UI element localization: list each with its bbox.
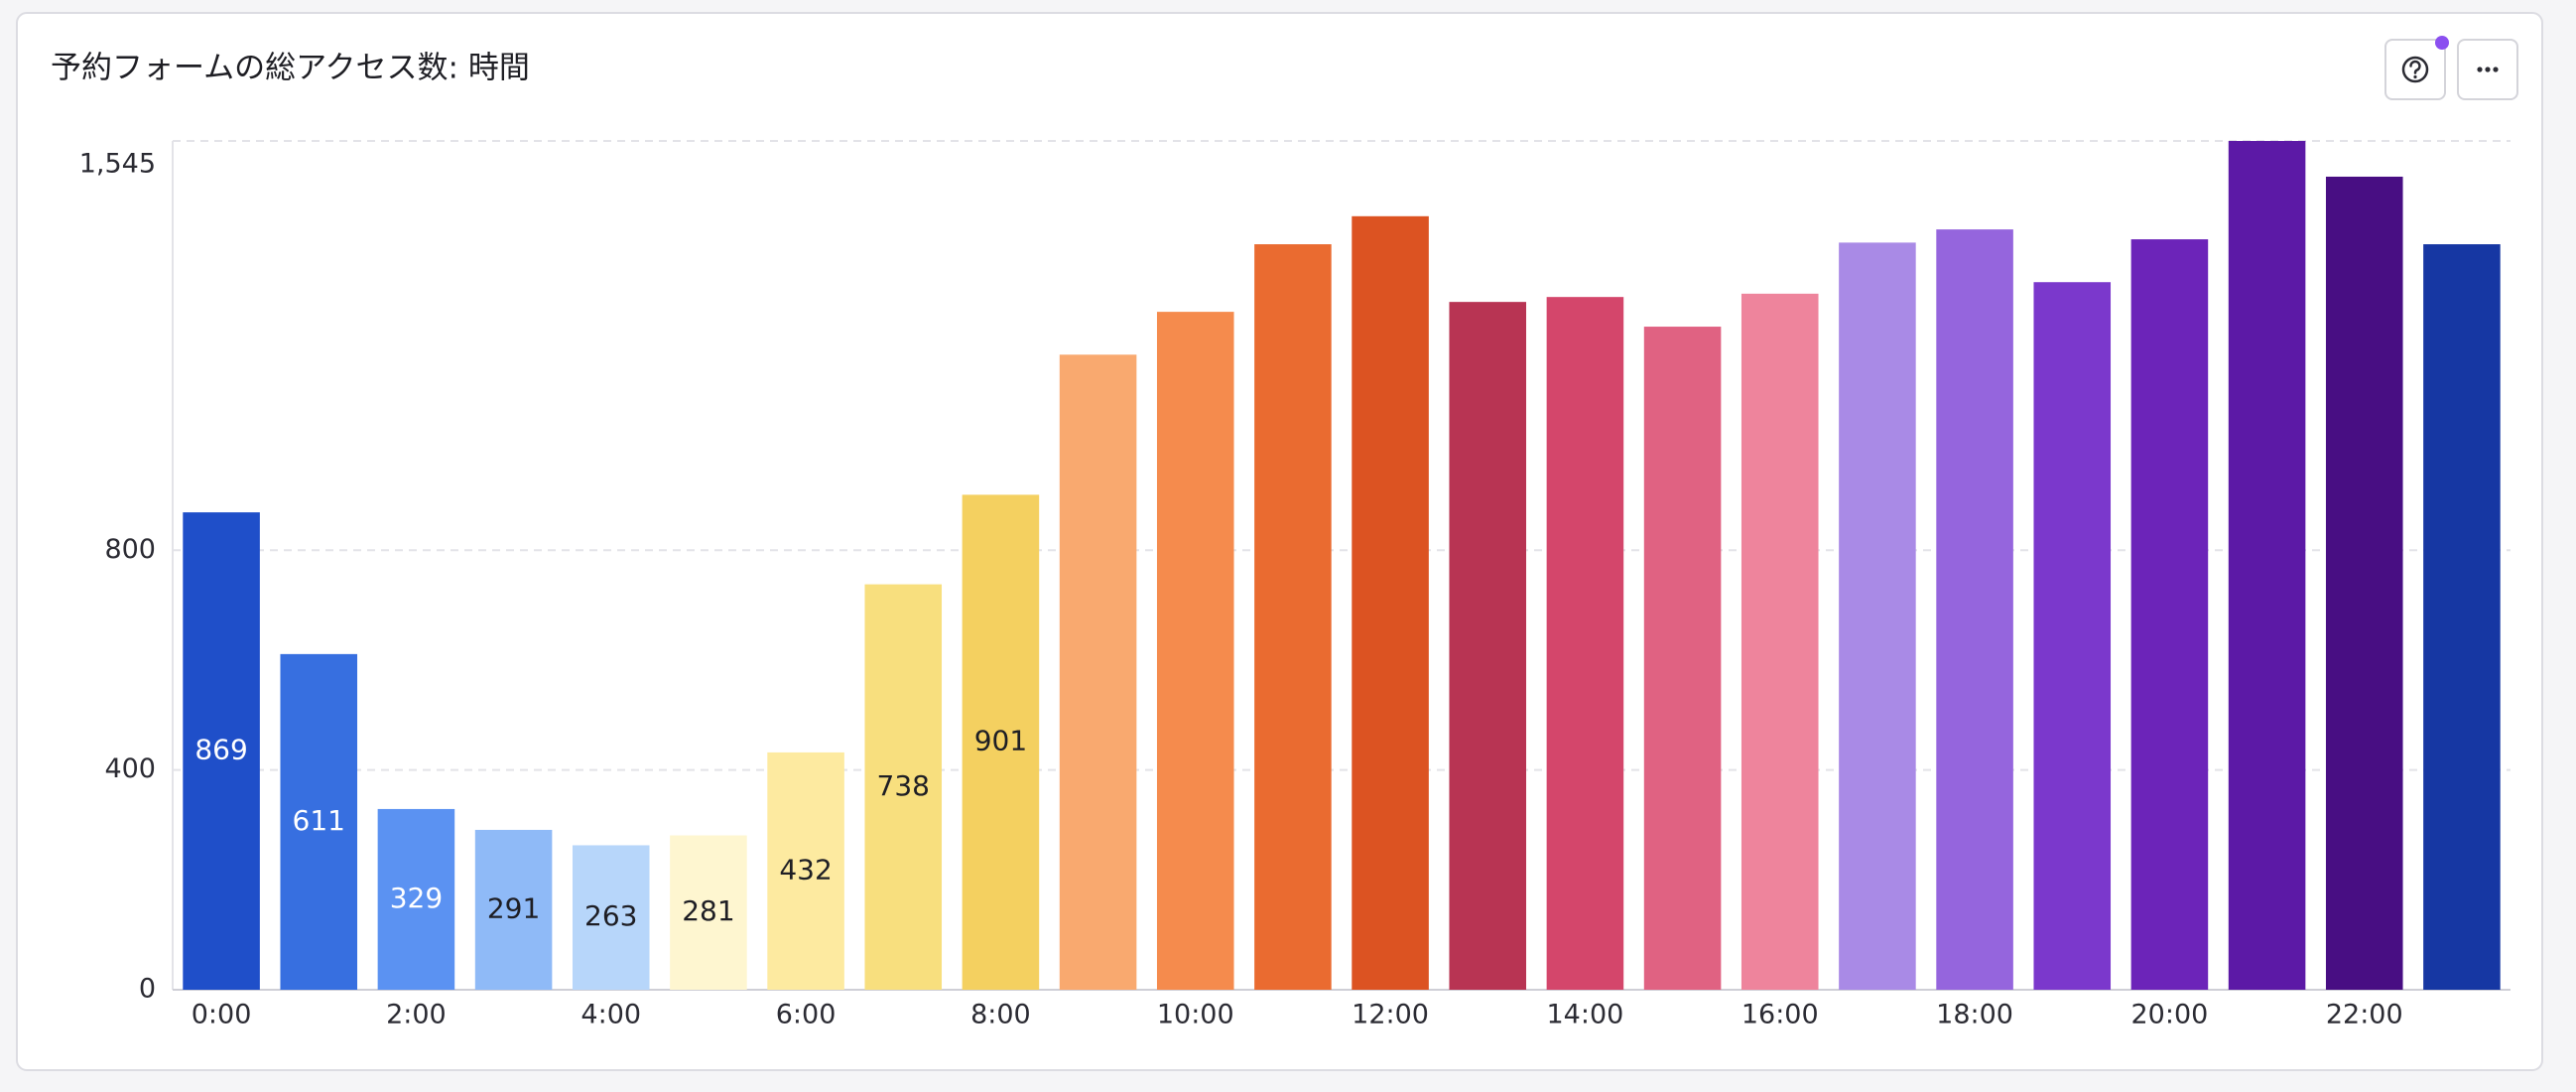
bar	[2130, 239, 2209, 991]
data-label: 738	[877, 769, 930, 802]
help-icon-dot	[2413, 74, 2417, 79]
x-tick-label: 4:00	[580, 1000, 641, 1030]
bar	[1643, 327, 1722, 990]
x-tick-label: 8:00	[970, 1000, 1031, 1030]
bar	[864, 584, 943, 990]
chart-title: 予約フォームの総アクセス数: 時間	[51, 51, 530, 86]
x-tick-label: 6:00	[776, 1000, 837, 1030]
x-tick-label: 14:00	[1547, 1000, 1624, 1030]
bar	[2325, 176, 2403, 990]
x-tick-label: 18:00	[1936, 1000, 2013, 1030]
bar	[1839, 242, 1916, 990]
data-label: 329	[390, 882, 443, 914]
bar	[377, 808, 455, 990]
data-label: 611	[293, 804, 345, 837]
bar	[1254, 244, 1332, 991]
more-icon-dot	[2485, 67, 2491, 72]
bar	[2228, 141, 2306, 990]
data-label: 869	[194, 734, 247, 766]
x-tick-label: 0:00	[192, 1000, 252, 1030]
bar	[1449, 302, 1527, 990]
x-tick-label: 2:00	[386, 1000, 447, 1030]
help-button-frame[interactable]	[2384, 39, 2446, 100]
data-label: 263	[584, 899, 637, 932]
bar	[1156, 312, 1234, 990]
help-button[interactable]	[2384, 36, 2449, 100]
bar	[1546, 297, 1624, 990]
data-label: 901	[974, 725, 1027, 757]
bar	[1740, 293, 1819, 990]
x-tick-label: 22:00	[2326, 1000, 2403, 1030]
y-tick-label: 400	[104, 753, 156, 784]
x-tick-label: 20:00	[2131, 1000, 2209, 1030]
more-button[interactable]	[2457, 39, 2518, 100]
data-label: 281	[682, 894, 734, 927]
bar	[1352, 215, 1429, 990]
bar	[767, 751, 844, 990]
more-icon-dot	[2493, 67, 2499, 72]
data-label: 291	[487, 891, 540, 924]
data-label: 432	[779, 853, 832, 886]
bar	[572, 845, 650, 990]
help-icon	[2401, 56, 2429, 83]
notification-dot	[2435, 36, 2449, 50]
more-icon-dot	[2477, 67, 2483, 72]
bar	[474, 829, 553, 990]
bar	[1059, 354, 1137, 990]
help-icon-mark	[2409, 60, 2421, 74]
bar	[962, 494, 1040, 990]
y-tick-label: 800	[104, 534, 156, 565]
y-tick-label: 1,545	[79, 149, 156, 180]
bar	[280, 653, 358, 990]
bar	[2423, 244, 2501, 991]
x-tick-label: 16:00	[1741, 1000, 1819, 1030]
y-tick-label: 0	[139, 974, 156, 1005]
bar	[2033, 282, 2112, 991]
plot-area: 0 400 800 1,545 0:00 869 611 2:00 329 291 4:00 263 2…	[79, 140, 2511, 1030]
bar	[1936, 229, 2013, 990]
bar	[183, 512, 260, 990]
x-tick-label: 12:00	[1352, 1000, 1429, 1030]
x-tick-label: 10:00	[1157, 1000, 1234, 1030]
bar	[670, 835, 747, 990]
